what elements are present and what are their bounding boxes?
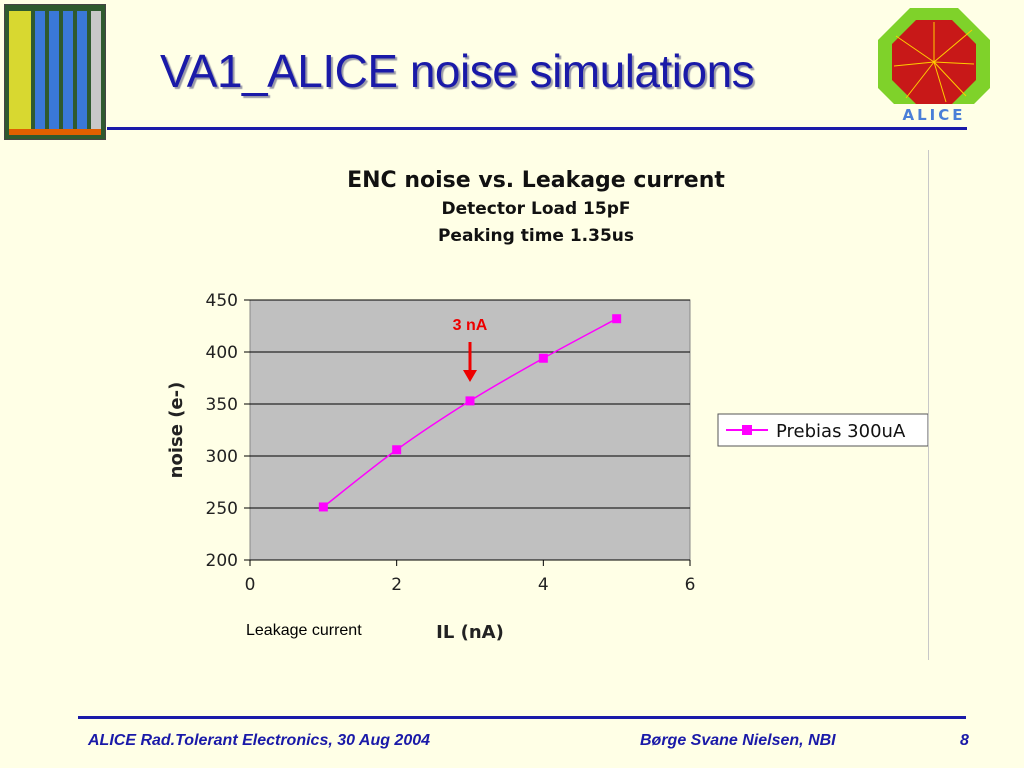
- y-tick-250: 250: [206, 499, 238, 519]
- data-point-0-0: [318, 502, 328, 512]
- alice-logo-text: ALICE: [902, 106, 965, 122]
- chart-subtitle-1: Detector Load 15pF: [442, 199, 631, 219]
- annotation-label-0: 3 nA: [453, 317, 488, 334]
- y-tick-200: 200: [206, 551, 238, 571]
- slide-title: VA1_ALICE noise simulations: [160, 45, 755, 97]
- data-point-0-4: [612, 314, 622, 324]
- chart-frame: ENC noise vs. Leakage current Detector L…: [104, 150, 929, 660]
- footer-divider: [78, 716, 966, 719]
- plot-area: [249, 299, 691, 561]
- alice-logo: ALICE: [876, 6, 992, 124]
- x-tick-4: 4: [538, 575, 549, 595]
- legend: Prebias 300uA: [717, 413, 928, 447]
- leakage-current-label: Leakage current: [246, 622, 362, 639]
- y-tick-labels: 200 250 300 350 400 450: [206, 291, 238, 571]
- footer-left: ALICE Rad.Tolerant Electronics, 30 Aug 2…: [88, 732, 431, 749]
- chip-layout-image: [4, 4, 106, 140]
- y-tick-350: 350: [206, 395, 238, 415]
- x-axis-label: IL (nA): [436, 622, 504, 643]
- chart-subtitle-2: Peaking time 1.35us: [438, 226, 634, 246]
- chart: ENC noise vs. Leakage current Detector L…: [166, 168, 928, 643]
- legend-label: Prebias 300uA: [776, 421, 906, 442]
- y-axis-label: noise (e-): [166, 382, 187, 479]
- series-layer: [318, 314, 622, 512]
- annotation-arrow-head-0: [463, 370, 477, 382]
- footer-author: Børge Svane Nielsen, NBI: [640, 732, 836, 749]
- title-divider: [107, 127, 967, 130]
- chart-title: ENC noise vs. Leakage current: [347, 168, 725, 193]
- y-tick-450: 450: [206, 291, 238, 311]
- y-tick-400: 400: [206, 343, 238, 363]
- x-tick-6: 6: [685, 575, 696, 595]
- x-tick-2: 2: [391, 575, 402, 595]
- x-tick-labels: 0 2 4 6: [245, 575, 696, 595]
- data-point-0-2: [465, 396, 475, 406]
- data-point-0-3: [538, 353, 548, 363]
- x-tick-0: 0: [245, 575, 256, 595]
- legend-marker: [742, 425, 752, 435]
- data-point-0-1: [392, 445, 402, 455]
- page-number: 8: [960, 732, 969, 749]
- annotation-layer: 3 nA: [453, 317, 488, 382]
- y-tick-300: 300: [206, 447, 238, 467]
